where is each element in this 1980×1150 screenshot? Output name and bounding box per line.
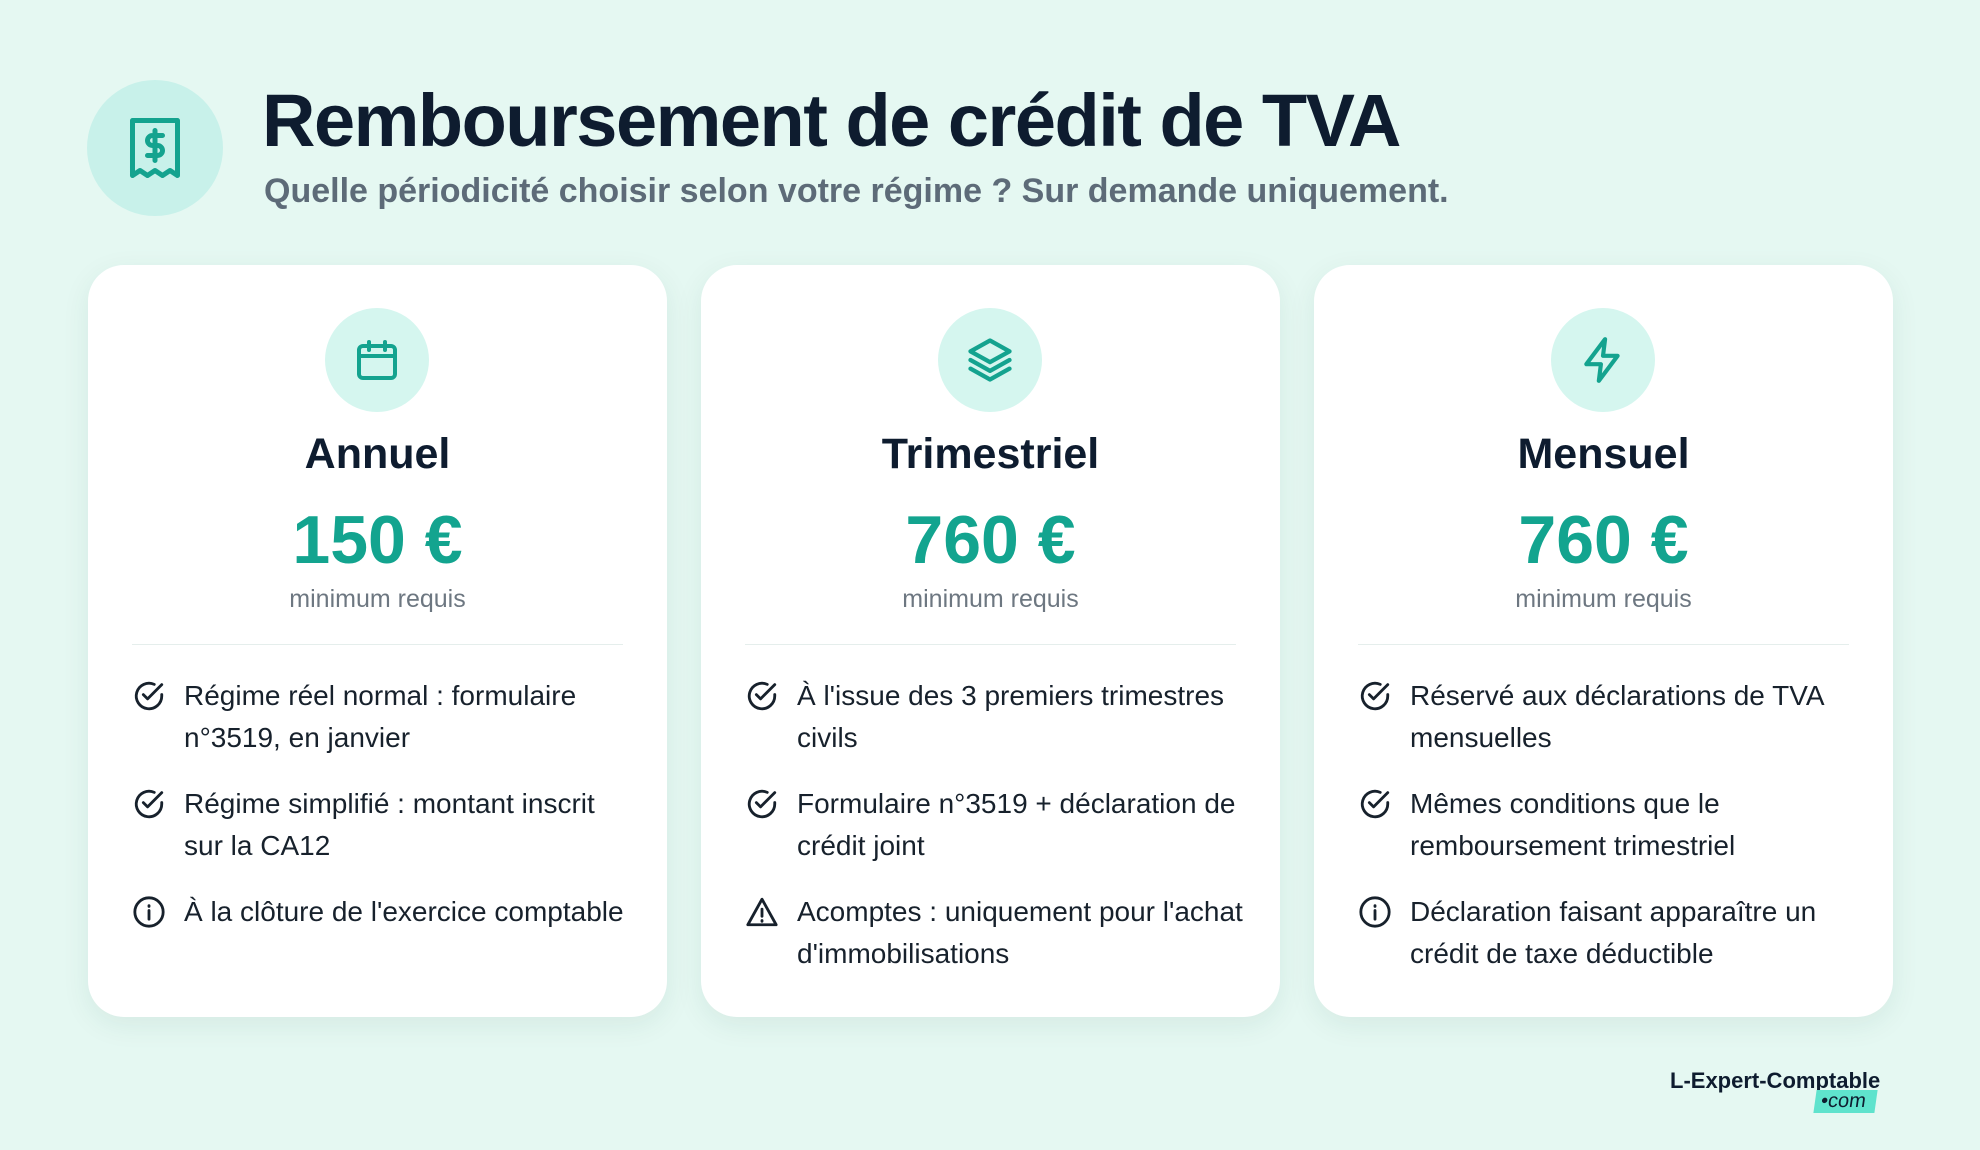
item-list: Réservé aux déclarations de TVA mensuell…	[1358, 675, 1863, 999]
item-text: Réservé aux déclarations de TVA mensuell…	[1410, 680, 1823, 753]
check-icon	[134, 681, 164, 711]
item-text: Régime simplifié : montant inscrit sur l…	[184, 788, 595, 861]
card-title: Mensuel	[1517, 430, 1690, 478]
title: Remboursement de crédit de TVA	[262, 79, 1401, 162]
cards: Annuel 150 € minimum requis Régime réel nor…	[88, 265, 1893, 1017]
card-note: minimum requis	[902, 585, 1079, 613]
check-icon	[747, 681, 777, 711]
list-item: Régime réel normal : formulaire n°3519, …	[132, 675, 637, 759]
card: Mensuel 760 € minimum requis Réservé aux dé…	[1314, 265, 1893, 1017]
card-price: 760 €	[905, 502, 1076, 578]
brand: L-Expert-Comptable	[1670, 1068, 1881, 1093]
divider	[132, 644, 623, 645]
check-icon	[134, 789, 164, 819]
bolt-icon	[1584, 337, 1620, 383]
item-text: Déclaration faisant apparaître un crédit…	[1410, 896, 1817, 969]
list-item: Acomptes : uniquement pour l'achat d'imm…	[745, 891, 1250, 975]
card-title: Trimestriel	[881, 430, 1100, 478]
warning-icon	[746, 897, 778, 927]
card-price: 760 €	[1518, 502, 1689, 578]
subtitle: Quelle périodicité choisir selon votre r…	[264, 172, 1449, 210]
item-list: Régime réel normal : formulaire n°3519, …	[132, 675, 637, 999]
card-icon	[325, 308, 429, 412]
card-price: 150 €	[292, 502, 463, 578]
card-note: minimum requis	[1515, 585, 1692, 613]
check-icon	[1360, 681, 1390, 711]
card-icon	[1551, 308, 1655, 412]
info-icon	[1359, 896, 1391, 928]
item-text: À la clôture de l'exercice comptable	[184, 896, 624, 927]
list-item: Mêmes conditions que le remboursement tr…	[1358, 783, 1863, 867]
check-icon	[1360, 789, 1390, 819]
list-item: Formulaire n°3519 + déclaration de crédi…	[745, 783, 1250, 867]
list-item: Réservé aux déclarations de TVA mensuell…	[1358, 675, 1863, 759]
item-text: À l'issue des 3 premiers trimestres civi…	[797, 680, 1225, 753]
list-item: Déclaration faisant apparaître un crédit…	[1358, 891, 1863, 975]
card: Annuel 150 € minimum requis Régime réel nor…	[88, 265, 667, 1017]
card-title: Annuel	[304, 430, 451, 478]
layers-icon	[968, 338, 1012, 382]
item-text: Régime réel normal : formulaire n°3519, …	[184, 680, 577, 753]
receipt-icon	[130, 118, 180, 178]
card-note: minimum requis	[289, 585, 466, 613]
list-item: Régime simplifié : montant inscrit sur l…	[132, 783, 637, 867]
item-list: À l'issue des 3 premiers trimestres civi…	[745, 675, 1250, 999]
brand-suffix: •com	[1813, 1090, 1878, 1113]
divider	[745, 644, 1236, 645]
check-icon	[747, 789, 777, 819]
list-item: À l'issue des 3 premiers trimestres civi…	[745, 675, 1250, 759]
item-text: Formulaire n°3519 + déclaration de crédi…	[797, 788, 1236, 861]
divider	[1358, 644, 1849, 645]
info-icon	[133, 896, 165, 928]
card: Trimestriel 760 € minimum requis À l'issue …	[701, 265, 1280, 1017]
item-text: Acomptes : uniquement pour l'achat d'imm…	[797, 896, 1243, 969]
calendar-icon	[357, 340, 397, 380]
header-icon	[87, 80, 223, 216]
item-text: Mêmes conditions que le remboursement tr…	[1410, 788, 1736, 861]
list-item: À la clôture de l'exercice comptable	[132, 891, 637, 975]
card-icon	[938, 308, 1042, 412]
